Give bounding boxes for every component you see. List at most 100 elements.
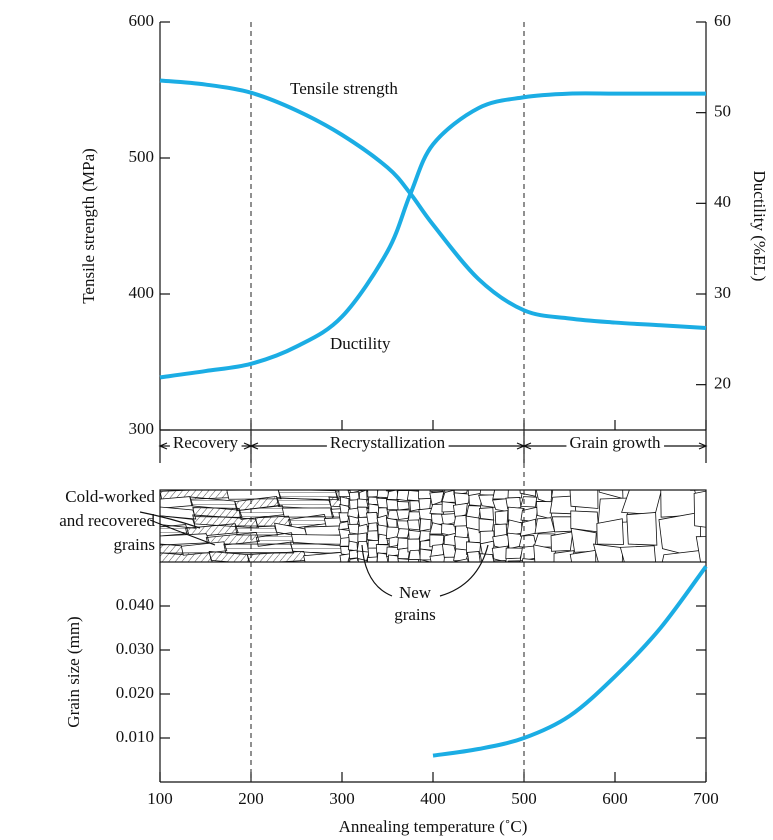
y2-tick-label: 30 bbox=[714, 283, 731, 302]
grain bbox=[478, 518, 495, 534]
grain bbox=[443, 556, 456, 562]
microstructure bbox=[160, 490, 706, 562]
grain bbox=[466, 550, 481, 562]
grain bbox=[357, 498, 369, 509]
annotation: New bbox=[399, 583, 432, 602]
grain bbox=[419, 559, 431, 562]
grain bbox=[419, 518, 432, 532]
grain bbox=[535, 490, 553, 505]
grain bbox=[569, 490, 599, 509]
grain bbox=[408, 549, 422, 561]
region-arrowhead bbox=[158, 442, 168, 450]
y-axis-label: Tensile strength (MPa) bbox=[79, 148, 98, 304]
grain bbox=[377, 533, 389, 545]
grain bbox=[407, 519, 421, 531]
grain bbox=[407, 558, 420, 562]
grain bbox=[357, 532, 368, 543]
region-arrowhead bbox=[249, 442, 259, 450]
curve bbox=[159, 91, 707, 380]
grain bbox=[492, 490, 510, 500]
y2-tick-label: 20 bbox=[714, 374, 731, 393]
grain bbox=[454, 558, 469, 562]
grain bbox=[366, 511, 379, 525]
grain bbox=[366, 530, 379, 542]
grain bbox=[376, 552, 389, 562]
grain bbox=[347, 540, 358, 552]
grain bbox=[465, 541, 482, 555]
grain bbox=[396, 501, 410, 511]
grain bbox=[596, 518, 624, 545]
annotation: grains bbox=[113, 535, 155, 554]
y-tick-label: 500 bbox=[129, 147, 155, 166]
grain bbox=[619, 545, 656, 562]
y-tick-label: 0.040 bbox=[116, 595, 154, 614]
grain bbox=[533, 544, 556, 562]
y2-tick-label: 40 bbox=[714, 192, 731, 211]
annotation: grains bbox=[394, 605, 436, 624]
grain bbox=[396, 528, 411, 539]
grain bbox=[385, 490, 399, 492]
grain bbox=[534, 517, 556, 534]
leader bbox=[439, 544, 489, 597]
y2-tick-label: 60 bbox=[714, 11, 731, 30]
grain bbox=[479, 507, 494, 521]
y-tick-label: 600 bbox=[129, 11, 155, 30]
y-tick-label: 0.030 bbox=[116, 639, 154, 658]
grain bbox=[695, 536, 706, 562]
grain bbox=[693, 490, 706, 528]
grain bbox=[626, 511, 658, 546]
grain bbox=[376, 490, 390, 499]
grain bbox=[661, 549, 703, 562]
grain bbox=[281, 507, 335, 518]
x-tick-label: 300 bbox=[329, 789, 355, 808]
leader bbox=[361, 544, 393, 597]
grain bbox=[494, 510, 509, 526]
grain bbox=[569, 549, 597, 562]
y2-tick-label: 50 bbox=[714, 102, 731, 121]
grain bbox=[690, 490, 706, 491]
x-tick-label: 200 bbox=[238, 789, 264, 808]
grain bbox=[570, 527, 597, 553]
grain bbox=[367, 556, 378, 562]
grain bbox=[208, 550, 251, 562]
x-tick-label: 100 bbox=[147, 789, 173, 808]
y-axis-label: Grain size (mm) bbox=[64, 616, 83, 727]
grain bbox=[385, 517, 398, 528]
y-tick-label: 0.020 bbox=[116, 683, 154, 702]
y-tick-label: 300 bbox=[129, 419, 155, 438]
curve bbox=[159, 78, 707, 330]
x-axis-label: Annealing temperature (˚C) bbox=[339, 817, 528, 836]
grain bbox=[340, 496, 350, 507]
microstructure-frame bbox=[159, 489, 707, 563]
grain bbox=[396, 509, 411, 520]
grain bbox=[388, 535, 401, 548]
region-arrowhead bbox=[522, 442, 532, 450]
curve bbox=[432, 565, 708, 758]
grain bbox=[621, 490, 662, 516]
grain bbox=[339, 537, 350, 547]
series-label: Ductility bbox=[330, 334, 391, 353]
grain bbox=[349, 557, 360, 562]
grain bbox=[507, 490, 523, 499]
grain bbox=[429, 553, 446, 562]
grain bbox=[429, 491, 445, 506]
series-label: Tensile strength bbox=[290, 79, 398, 98]
grain bbox=[452, 502, 468, 519]
region-label: Recovery bbox=[173, 433, 239, 452]
grain bbox=[347, 523, 360, 535]
grain bbox=[387, 554, 399, 562]
region-arrowhead bbox=[698, 442, 708, 450]
grain bbox=[520, 496, 538, 508]
y-tick-label: 0.010 bbox=[116, 727, 154, 746]
region-label: Recrystallization bbox=[330, 433, 446, 452]
grain bbox=[592, 543, 623, 562]
annotation: Cold-worked bbox=[65, 487, 155, 506]
grain bbox=[550, 531, 574, 552]
x-tick-label: 600 bbox=[602, 789, 628, 808]
y2-axis-label: Ductility (%EL) bbox=[750, 171, 769, 282]
y-tick-label: 400 bbox=[129, 283, 155, 302]
x-tick-label: 400 bbox=[420, 789, 446, 808]
grain bbox=[505, 497, 522, 510]
grain bbox=[453, 490, 468, 496]
